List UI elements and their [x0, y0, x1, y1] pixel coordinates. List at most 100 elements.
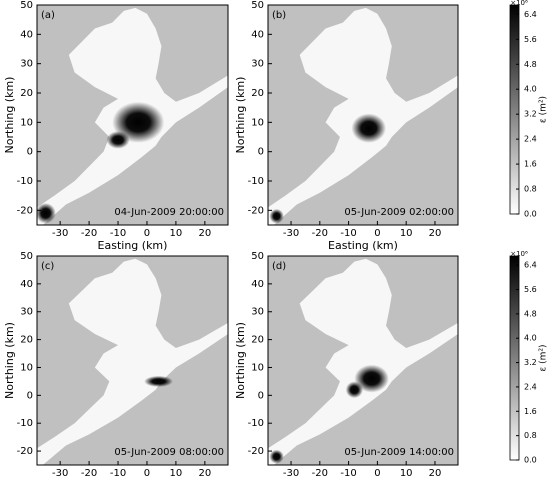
y-tick-label: 40	[20, 29, 33, 40]
y-tick-label: 30	[251, 307, 264, 318]
map	[268, 5, 458, 225]
y-tick-label: 30	[251, 59, 264, 70]
axes-frame	[267, 255, 459, 466]
colorbar	[509, 255, 520, 461]
y-tick-label: 10	[251, 117, 264, 128]
y-tick-label: 20	[20, 88, 33, 99]
field-blob	[144, 375, 174, 387]
y-tick-label: 40	[251, 29, 264, 40]
y-tick-label: 30	[20, 59, 33, 70]
colorbar-tick-label: 6.4	[524, 261, 537, 270]
x-tick-label: -30	[52, 468, 68, 479]
panel-label: (b)	[272, 10, 286, 21]
x-tick-label: -30	[283, 228, 299, 239]
colorbar-tick-label: 6.4	[524, 10, 537, 19]
y-axis-label: Northing (km)	[234, 77, 247, 154]
x-tick-label: 20	[429, 228, 442, 239]
y-tick-label: 10	[251, 362, 264, 373]
y-tick-label: -10	[248, 176, 264, 187]
colorbar-tick-label: 0.8	[524, 431, 537, 440]
x-tick-label: -20	[312, 228, 328, 239]
y-tick-label: -20	[248, 205, 264, 216]
y-axis-label: Northing (km)	[3, 322, 16, 399]
x-axis-label: Easting (km)	[98, 239, 168, 252]
x-axis-label: Easting (km)	[328, 239, 398, 252]
y-tick-label: -20	[17, 205, 33, 216]
x-tick-label: 0	[144, 468, 150, 479]
x-tick-label: 20	[429, 468, 442, 479]
colorbar-tick-label: 2.4	[524, 135, 537, 144]
colorbar-tick-label: 0.0	[524, 456, 537, 465]
colorbar	[509, 4, 520, 215]
field-blob	[269, 449, 284, 464]
water	[37, 258, 228, 465]
axes-frame	[36, 4, 229, 226]
y-tick-label: 30	[20, 307, 33, 318]
axes-frame	[36, 255, 229, 466]
y-tick-label: 40	[251, 279, 264, 290]
x-tick-label: -30	[52, 228, 68, 239]
y-tick-label: -10	[17, 418, 33, 429]
field-blob	[37, 203, 56, 224]
x-tick-label: 20	[198, 468, 211, 479]
x-tick-label: -10	[110, 468, 126, 479]
x-tick-label: 20	[198, 228, 211, 239]
field-blob	[106, 131, 130, 149]
field-blob	[112, 101, 165, 143]
y-tick-label: 20	[251, 88, 264, 99]
y-tick-label: -10	[248, 418, 264, 429]
colorbar-label: ε (m²)	[539, 344, 549, 371]
y-tick-label: -20	[248, 446, 264, 457]
y-tick-label: 0	[258, 390, 264, 401]
colorbar-tick-label: 0.0	[524, 210, 537, 219]
colorbar-tick-label: 5.6	[524, 35, 537, 44]
field-blob	[345, 381, 364, 399]
x-tick-label: -20	[81, 228, 97, 239]
x-tick-label: 10	[400, 468, 413, 479]
y-tick-label: 0	[27, 390, 33, 401]
colorbar-tick-label: 4.0	[524, 334, 537, 343]
panel-label: (c)	[41, 261, 54, 272]
y-tick-label: -10	[17, 176, 33, 187]
map	[37, 5, 228, 225]
colorbar-multiplier: ×10⁶	[510, 0, 528, 7]
colorbar-tick-label: 2.4	[524, 382, 537, 391]
water	[268, 258, 458, 465]
field-blob	[351, 113, 387, 143]
y-axis-label: Northing (km)	[234, 322, 247, 399]
colorbar-tick-label: 4.8	[524, 309, 537, 318]
colorbar-tick-label: 3.2	[524, 358, 537, 367]
x-tick-label: 10	[170, 228, 183, 239]
y-tick-label: 0	[258, 147, 264, 158]
y-tick-label: 10	[20, 362, 33, 373]
field-blob	[269, 208, 284, 224]
timestamp: 05-Jun-2009 02:00:00	[344, 207, 454, 218]
y-tick-label: 20	[251, 335, 264, 346]
x-tick-label: -10	[340, 468, 356, 479]
colorbar-tick-label: 1.6	[524, 407, 537, 416]
colorbar-label: ε (m²)	[539, 96, 549, 123]
y-tick-label: 50	[20, 251, 33, 262]
timestamp: 04-Jun-2009 20:00:00	[114, 207, 224, 218]
timestamp: 05-Jun-2009 14:00:00	[344, 447, 454, 458]
y-tick-label: 20	[20, 335, 33, 346]
colorbar-tick-label: 5.6	[524, 285, 537, 294]
colorbar-tick-label: 0.8	[524, 185, 537, 194]
y-tick-label: 50	[251, 251, 264, 262]
colorbar-tick-label: 4.0	[524, 85, 537, 94]
x-tick-label: 10	[170, 468, 183, 479]
x-tick-label: -10	[340, 228, 356, 239]
x-tick-label: 0	[374, 228, 380, 239]
colorbar-tick-label: 3.2	[524, 110, 537, 119]
y-tick-label: 50	[20, 0, 33, 11]
map	[268, 256, 458, 465]
x-tick-label: 0	[144, 228, 150, 239]
y-axis-label: Northing (km)	[3, 77, 16, 154]
x-tick-label: -30	[283, 468, 299, 479]
y-tick-label: 10	[20, 117, 33, 128]
y-tick-label: 50	[251, 0, 264, 11]
panel-label: (d)	[272, 261, 286, 272]
map	[37, 256, 228, 465]
timestamp: 05-Jun-2009 08:00:00	[114, 447, 224, 458]
